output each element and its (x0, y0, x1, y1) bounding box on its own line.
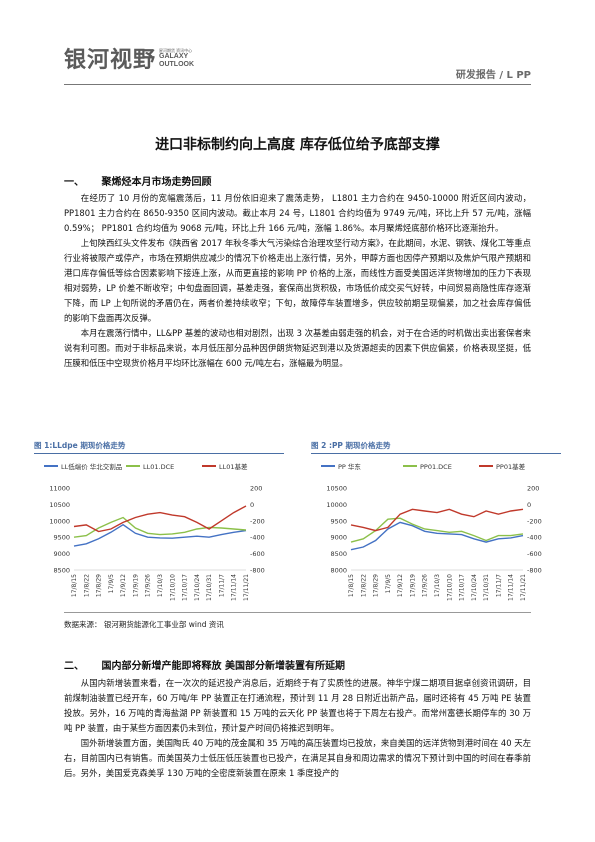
y-right-tick-label: -800 (527, 567, 542, 575)
section-1-title: 聚烯烃本月市场走势回顾 (101, 177, 212, 188)
data-source: 数据来源： 银河期货能源化工事业部 wind 资讯 (64, 620, 224, 629)
x-tick-label: 17/9/26 (422, 574, 429, 597)
y-right-tick-label: -600 (250, 550, 265, 558)
x-tick-label: 17/10/3 (157, 574, 164, 597)
chart-pp-rule (311, 453, 561, 454)
y-left-tick-label: 9000 (330, 534, 347, 542)
chart-pp-svg: PP 华东 PP01.DCE PP01基差 8000 8500 9000 9500 10000… (321, 462, 542, 601)
y-left-tick-label: 8000 (330, 567, 347, 575)
legend-label: LL01基差 (219, 462, 248, 471)
x-tick-label: 17/8/29 (373, 574, 380, 597)
logo-chinese: 银河视野 (64, 48, 157, 73)
y-right-tick-label: 0 (527, 501, 531, 509)
x-tick-label: 17/9/5 (108, 574, 115, 593)
section-2-heading: 二、 国内部分新增产能即将释放 美国部分新增装置有所延期 (64, 657, 345, 672)
x-tick-label: 17/8/29 (96, 574, 103, 597)
section-2-body: 从国内新增装置来看，在一次次的延迟投产消息后，近期终于有了实质性的进展。神华宁煤… (64, 676, 531, 781)
y-left-tick-label: 9000 (53, 550, 70, 558)
legend-label: PP01基差 (496, 462, 526, 471)
x-tick-label: 17/10/3 (434, 574, 441, 597)
x-tick-label: 17/10/24 (471, 574, 478, 601)
x-tick-label: 17/8/22 (83, 574, 90, 597)
chart-pp: 图 2 :PP 期现价格走势 PP 华东 PP01.DCE PP01基差 8000 85… (311, 440, 561, 622)
series-line (73, 523, 247, 547)
paragraph: 上旬陕西红头文件发布《陕西省 2017 年秋冬季大气污染综合治理攻坚行动方案》，… (64, 238, 531, 323)
chart-pp-title: 图 2 :PP 期现价格走势 (311, 441, 391, 450)
x-tick-label: 17/11/7 (495, 574, 502, 597)
y-right-tick-label: -600 (527, 550, 542, 558)
paragraph: 在经历了 10 月份的宽幅震荡后，11 月份依旧迎来了震荡走势， L1801 主… (64, 193, 531, 233)
y-right-tick-label: 0 (250, 501, 254, 509)
x-tick-label: 17/10/31 (206, 574, 213, 601)
y-right-tick-label: 200 (527, 485, 539, 493)
paragraph: 本月在震荡行情中，LL&PP 基差的波动也相对剧烈，出现 3 次基差由弱走强的机… (64, 328, 531, 368)
chart-lldpe: 图 1:LLdpe 期现价格走势 LL低端价 华北交割品 LL01.DCE LL01… (34, 440, 284, 622)
series-line (350, 521, 524, 551)
section-2-title: 国内部分新增产能即将释放 美国部分新增装置有所延期 (101, 661, 345, 672)
x-tick-label: 17/10/24 (194, 574, 201, 601)
x-tick-label: 17/10/31 (483, 574, 490, 601)
paragraph: 国外新增装置方面，美国陶氏 40 万吨的茂金属和 35 万吨的高压装置均已投放，… (64, 738, 531, 778)
x-tick-label: 17/10/17 (459, 574, 466, 601)
chart-lldpe-title: 图 1:LLdpe 期现价格走势 (34, 441, 126, 450)
y-left-tick-label: 9500 (330, 517, 347, 525)
x-tick-label: 17/8/22 (360, 574, 367, 597)
x-tick-label: 17/10/10 (169, 574, 176, 601)
series-line (350, 508, 524, 532)
x-tick-label: 17/10/10 (446, 574, 453, 601)
x-tick-label: 17/11/21 (520, 574, 527, 601)
paragraph: 从国内新增装置来看，在一次次的延迟投产消息后，近期终于有了实质性的进展。神华宁煤… (64, 678, 531, 733)
y-left-tick-label: 8500 (330, 550, 347, 558)
legend-label: LL低端价 华北交割品 (61, 462, 122, 471)
legend-label: PP 华东 (338, 462, 361, 471)
y-right-tick-label: 200 (250, 485, 262, 493)
y-left-tick-label: 10000 (49, 517, 70, 525)
report-type: 研发报告 / L PP (455, 70, 531, 81)
series-line (350, 517, 524, 543)
x-tick-label: 17/11/21 (243, 574, 250, 601)
legend-label: LL01.DCE (143, 463, 174, 471)
brand-logo: 银河视野 星河期货 资讯中心 GALAXY OUTLOOK (64, 42, 194, 74)
section-2-number: 二、 (64, 661, 84, 672)
header-divider (64, 84, 531, 85)
x-tick-label: 17/9/12 (397, 574, 404, 597)
section-1-number: 一、 (64, 177, 84, 188)
section-1-heading: 一、 聚烯烃本月市场走势回顾 (64, 173, 211, 188)
chart-lldpe-rule (34, 453, 284, 454)
y-left-tick-label: 9500 (53, 534, 70, 542)
legend-label: PP01.DCE (420, 463, 452, 471)
x-tick-label: 17/9/19 (409, 574, 416, 597)
x-tick-label: 17/11/14 (231, 574, 238, 601)
source-divider (64, 612, 531, 613)
y-left-tick-label: 10500 (326, 485, 347, 493)
x-tick-label: 17/9/19 (132, 574, 139, 597)
y-right-tick-label: -800 (250, 567, 265, 575)
y-left-tick-label: 8500 (53, 567, 70, 575)
y-right-tick-label: -400 (527, 534, 542, 542)
y-right-tick-label: -200 (250, 517, 265, 525)
x-tick-label: 17/11/14 (508, 574, 515, 601)
page-title: 进口非标制约向上高度 库存低位给予底部支撑 (155, 137, 440, 153)
x-tick-label: 17/8/15 (71, 574, 78, 597)
x-tick-label: 17/11/7 (218, 574, 225, 597)
y-left-tick-label: 11000 (49, 485, 70, 493)
x-tick-label: 17/10/17 (182, 574, 189, 601)
y-right-tick-label: -400 (250, 534, 265, 542)
series-line (73, 505, 247, 533)
chart-lldpe-svg: LL低端价 华北交割品 LL01.DCE LL01基差 8500 9000 9500 100… (44, 462, 265, 601)
logo-english: 星河期货 资讯中心 GALAXY OUTLOOK (159, 47, 195, 68)
y-left-tick-label: 10500 (49, 501, 70, 509)
x-tick-label: 17/9/5 (385, 574, 392, 593)
x-tick-label: 17/8/15 (348, 574, 355, 597)
section-1-body: 在经历了 10 月份的宽幅震荡后，11 月份依旧迎来了震荡走势， L1801 主… (64, 191, 531, 371)
y-right-tick-label: -200 (527, 517, 542, 525)
x-tick-label: 17/9/12 (120, 574, 127, 597)
y-left-tick-label: 10000 (326, 501, 347, 509)
x-tick-label: 17/9/26 (145, 574, 152, 597)
series-line (73, 516, 247, 538)
